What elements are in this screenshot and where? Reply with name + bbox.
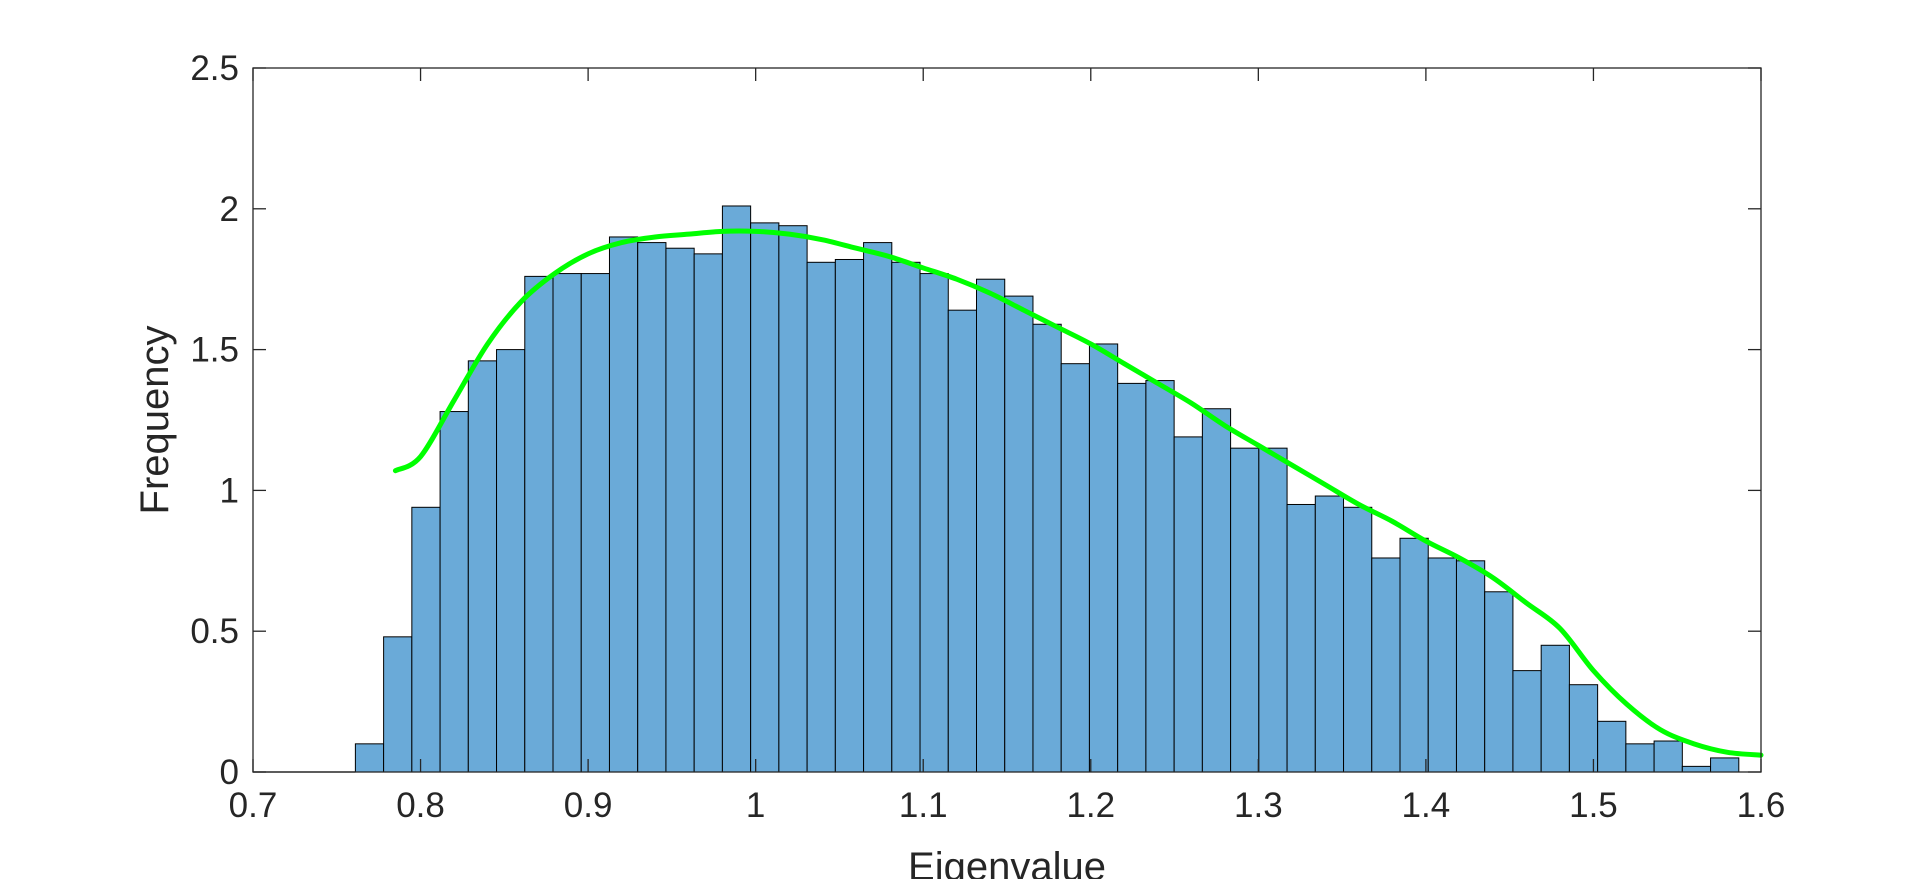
histogram-bar <box>1173 436 1203 773</box>
histogram-bar <box>1032 323 1062 773</box>
histogram-bar <box>383 636 413 773</box>
x-tick-label: 0.9 <box>564 786 613 825</box>
y-axis-label: Frequency <box>133 326 177 515</box>
histogram-bar <box>1597 720 1627 773</box>
x-tick-label: 1.4 <box>1402 786 1451 825</box>
histogram-bar <box>1258 447 1288 773</box>
histogram-bar <box>665 247 695 773</box>
histogram-bar <box>1540 644 1570 773</box>
histogram-bar <box>1427 557 1457 773</box>
histogram-bar <box>1145 380 1175 773</box>
histogram-bar <box>637 242 667 773</box>
histogram-bar <box>496 349 526 773</box>
histogram-bar <box>863 242 893 773</box>
y-tick-label: 2.5 <box>190 49 239 88</box>
histogram-bar <box>919 273 949 773</box>
histogram-bar <box>806 261 836 773</box>
histogram-bar <box>1455 560 1486 773</box>
x-tick-label: 1.2 <box>1066 786 1115 825</box>
x-tick-label: 1.1 <box>899 786 948 825</box>
y-tick-label: 2 <box>220 190 239 229</box>
histogram-bar <box>1568 684 1599 773</box>
histogram-bar <box>1060 363 1090 773</box>
histogram-bar <box>1117 382 1147 773</box>
fit-curve <box>392 228 1764 758</box>
x-axis-label: Eigenvalue <box>908 845 1106 879</box>
histogram-bar <box>524 275 554 773</box>
histogram-bar <box>580 273 610 773</box>
histogram-bar <box>778 225 808 773</box>
histogram-bar <box>1371 557 1401 773</box>
histogram-bar <box>721 205 752 773</box>
histogram-bar <box>693 253 723 773</box>
x-tick-label: 1 <box>746 786 765 825</box>
histogram-bar <box>1343 506 1373 773</box>
histogram-bar <box>1286 503 1316 773</box>
histogram-bar <box>1230 447 1260 773</box>
histogram-bar <box>1653 740 1683 773</box>
x-tick-label: 1.6 <box>1737 786 1786 825</box>
histogram-bar <box>552 273 582 773</box>
y-tick-label: 0.5 <box>190 612 239 651</box>
y-tick-label: 1.5 <box>190 331 239 370</box>
histogram-bar <box>439 411 469 773</box>
x-tick-label: 0.7 <box>229 786 278 825</box>
histogram-bar <box>1201 408 1232 773</box>
histogram-bar <box>467 360 498 773</box>
histogram-bar <box>1004 295 1034 773</box>
x-tick-labels: 0.7 0.8 0.9 1 1.1 1.2 1.3 1.4 1.5 1.6 <box>229 786 1786 825</box>
x-tick-label: 1.3 <box>1234 786 1283 825</box>
histogram-bar <box>1484 591 1514 773</box>
histogram-bar <box>608 236 639 773</box>
histogram-bar <box>976 278 1006 773</box>
histogram-bar <box>834 258 865 773</box>
histogram-bar <box>1681 765 1712 773</box>
x-tick-label: 0.8 <box>396 786 445 825</box>
fit-curve-layer <box>392 228 1764 758</box>
histogram-bar <box>750 222 780 773</box>
histogram-bars <box>354 205 1740 773</box>
histogram-bar <box>1710 757 1740 773</box>
histogram-bar <box>1512 670 1542 773</box>
y-tick-label: 0 <box>220 753 239 792</box>
histogram-bar <box>411 506 441 773</box>
histogram-bar <box>1314 495 1345 773</box>
y-tick-labels: 0 0.5 1 1.5 2 2.5 <box>190 49 239 792</box>
histogram-bar <box>947 309 978 773</box>
histogram-bar <box>891 261 921 773</box>
y-tick-label: 1 <box>220 471 239 510</box>
axes-box <box>252 67 1762 773</box>
x-tick-label: 1.5 <box>1569 786 1618 825</box>
histogram-bar <box>1625 743 1655 773</box>
histogram-bar <box>1088 343 1119 773</box>
histogram-bar <box>354 743 385 773</box>
histogram-bar <box>1399 537 1429 773</box>
